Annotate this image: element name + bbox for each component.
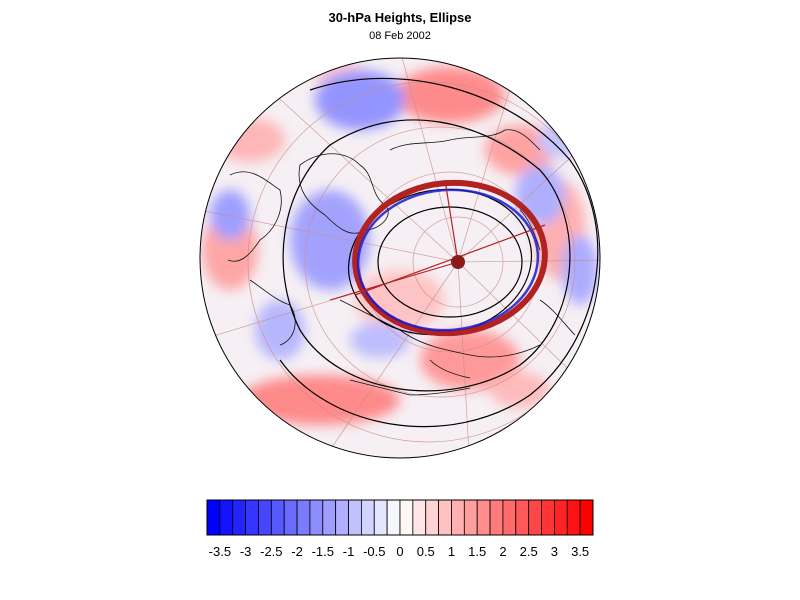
polar-map: [199, 57, 601, 459]
colorbar-cell: [438, 499, 452, 536]
colorbar-tick-label: -3.5: [209, 544, 231, 559]
colorbar-cell: [270, 499, 285, 536]
colorbar-tick-label: -3: [240, 544, 252, 559]
colorbar-cell: [502, 499, 517, 536]
colorbar-cell: [528, 499, 542, 536]
colorbar-tick-label: -1.5: [312, 544, 334, 559]
colorbar-cell: [412, 499, 427, 536]
colorbar-cell: [283, 499, 298, 536]
anomaly-field: [200, 58, 600, 458]
colorbar-tick-label: 0: [396, 544, 403, 559]
colorbar-tick-label: -0.5: [363, 544, 385, 559]
colorbar-cell: [463, 499, 478, 536]
pole-center-marker: [451, 255, 465, 269]
colorbar-cell: [258, 499, 272, 536]
colorbar-tick-label: -2: [291, 544, 303, 559]
colorbar-cell: [309, 499, 324, 536]
colorbar-cell: [489, 499, 504, 536]
colorbar-cell: [245, 499, 259, 536]
colorbar-cell: [515, 499, 530, 536]
map-title: 30-hPa Heights, Ellipse: [328, 10, 472, 25]
colorbar-cell: [566, 499, 581, 536]
colorbar-tick-label: 0.5: [417, 544, 435, 559]
colorbar-cell: [348, 499, 362, 536]
colorbar-tick-label: 1.5: [468, 544, 486, 559]
colorbar-cell: [360, 499, 375, 536]
colorbar-tick-label: -1: [343, 544, 355, 559]
colorbar-tick-label: -2.5: [260, 544, 282, 559]
map-boundary: [199, 57, 601, 459]
colorbar-cell: [399, 499, 414, 536]
colorbar-cell: [322, 499, 337, 536]
fitted-ellipse: [329, 179, 548, 337]
colorbar-cell: [541, 499, 555, 536]
colorbar-tick-label: 3.5: [571, 544, 589, 559]
colorbar-cell: [554, 499, 568, 536]
colorbar-cell: [373, 499, 388, 536]
colorbar-cell: [386, 499, 401, 536]
colorbar-tick-label: 2.5: [520, 544, 538, 559]
colorbar-frame: [206, 499, 594, 536]
colorbar-cell: [451, 499, 465, 536]
colorbar-tick-label: 2: [499, 544, 506, 559]
colorbar-cell: [335, 499, 349, 536]
colorbar-cell: [425, 499, 440, 536]
colorbar-cell: [232, 499, 247, 536]
colorbar-cell: [296, 499, 311, 536]
colorbar-tick-label: 3: [551, 544, 558, 559]
map-date-subtitle: 08 Feb 2002: [369, 30, 431, 42]
colorbar-cell: [206, 499, 221, 536]
colorbar-tick-label: 1: [448, 544, 455, 559]
colorbar-cell: [476, 499, 491, 536]
colorbar-cell: [579, 499, 594, 536]
colorbar-cell: [219, 499, 234, 536]
